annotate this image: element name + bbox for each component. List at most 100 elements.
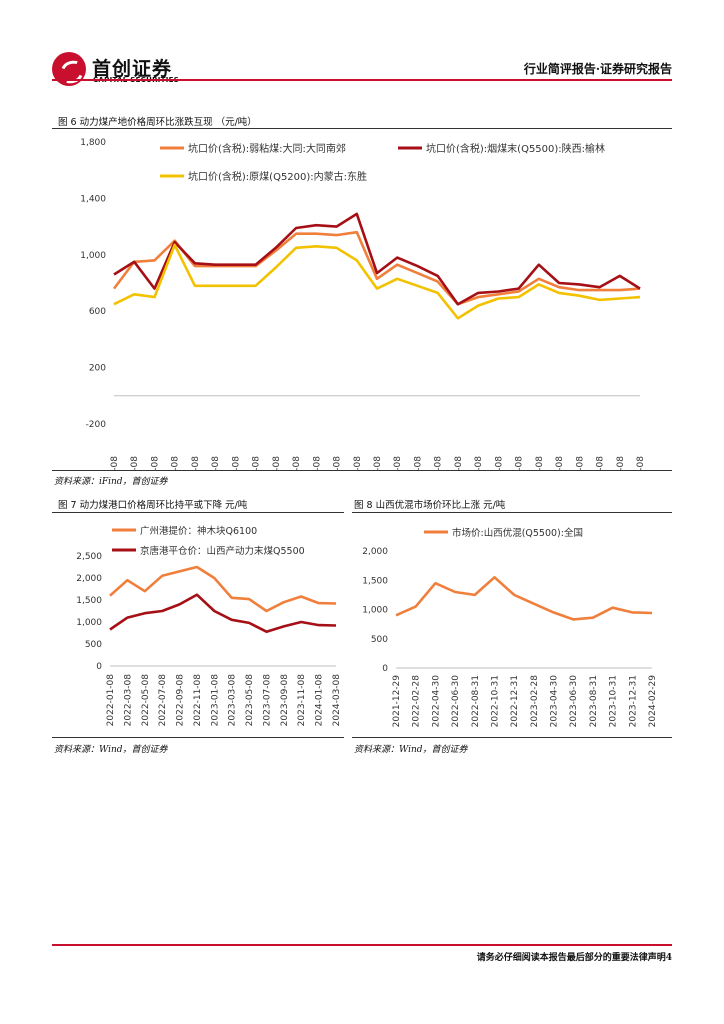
x-tick-label: 2023-12-31	[628, 675, 638, 727]
series-line	[109, 565, 337, 613]
x-tick-label: 2022-07-08	[231, 456, 241, 470]
x-tick-label: 2022-11-08	[193, 674, 203, 727]
x-tick-label: 2023-01-08	[210, 674, 220, 727]
legend-label: 京唐港平仓价：山西产动力末煤Q5500	[140, 545, 305, 557]
x-tick-label: 2024-01-08	[596, 456, 606, 470]
x-tick-label: 2022-02-08	[130, 456, 140, 470]
x-tick-label: 2022-01-08	[106, 674, 116, 727]
y-tick-label: 600	[89, 307, 106, 317]
x-tick-label: 2023-10-31	[609, 675, 619, 727]
y-tick-label: 1,000	[80, 251, 106, 261]
fig7-title: 图 7 动力煤港口价格周环比持平或下降 元/吨	[58, 500, 248, 511]
legend-label: 坑口价(含税):烟煤末(Q5500):陕西:榆林	[426, 142, 605, 155]
x-tick-label: 2023-09-08	[515, 456, 525, 470]
x-tick-label: 2023-04-30	[550, 675, 560, 728]
x-tick-label: 2022-06-08	[211, 456, 221, 470]
series-line	[109, 593, 337, 633]
x-tick-label: 2024-03-08	[636, 456, 646, 470]
x-tick-label: 2023-11-08	[555, 456, 565, 470]
fig7-source: 资料来源：Wind，首创证券	[54, 745, 168, 755]
y-tick-label: 500	[371, 635, 388, 645]
x-tick-label: 2024-02-08	[616, 456, 626, 470]
x-tick-label: 2022-06-30	[451, 675, 461, 728]
y-tick-label: 2,000	[76, 574, 102, 584]
x-tick-label: 2023-11-08	[297, 674, 307, 727]
x-tick-label: 2022-12-08	[333, 456, 343, 470]
x-tick-label: 2022-01-08	[110, 456, 120, 470]
x-tick-label: 2023-02-28	[530, 675, 540, 728]
fig6-chart: 1,800 1,400 1,000 600 200 -200 2022-01-08 2022-…	[80, 138, 646, 470]
x-tick-label: 2022-10-08	[292, 456, 302, 470]
x-tick-label: 2022-12-31	[510, 675, 520, 727]
y-tick-label: 1,400	[80, 194, 106, 204]
x-tick-label: 2024-01-08	[315, 674, 325, 727]
legend-label: 广州港提价：神木块Q6100	[140, 525, 257, 537]
fig6-bottom-rule	[52, 470, 672, 471]
y-tick-label: 1,500	[362, 576, 388, 586]
x-tick-label: 2023-05-08	[434, 456, 444, 470]
x-tick-label: 2022-05-08	[141, 674, 151, 727]
x-tick-label: 2023-08-08	[494, 456, 504, 470]
x-tick-label: 2023-07-08	[262, 674, 272, 727]
fig7-bottom-rule	[52, 737, 344, 738]
x-tick-label: 2024-03-08	[332, 674, 342, 727]
series-line	[395, 575, 653, 621]
series-line	[112, 230, 641, 306]
footer-rule	[52, 944, 672, 946]
fig6-top-rule	[52, 128, 672, 129]
y-tick-label: 0	[382, 664, 388, 674]
company-name-cn: 首创证券	[92, 58, 173, 80]
y-tick-label: 2,500	[76, 552, 102, 562]
fig8-bottom-rule	[352, 737, 672, 738]
y-tick-label: -200	[86, 420, 107, 430]
x-tick-label: 2023-04-08	[413, 456, 423, 470]
x-tick-label: 2022-02-28	[412, 675, 422, 728]
fig8-chart: 2,000 1,500 1,000 500 0 2021-12-29 2022-02-28 2…	[362, 527, 658, 728]
x-tick-label: 2022-09-08	[272, 456, 282, 470]
x-tick-label: 2022-04-08	[171, 456, 181, 470]
legend-label: 坑口价(含税):原煤(Q5200):内蒙古:东胜	[188, 170, 367, 183]
y-tick-label: 2,000	[362, 547, 388, 557]
series-line	[113, 243, 641, 320]
fig6-source: 资料来源：iFind，首创证券	[54, 477, 168, 487]
x-tick-label: 2024-02-29	[648, 675, 658, 728]
x-tick-label: 2022-03-08	[123, 674, 133, 727]
y-tick-label: 200	[89, 364, 106, 374]
y-tick-label: 500	[85, 640, 102, 650]
y-tick-label: 1,500	[76, 596, 102, 606]
x-tick-label: 2022-10-31	[490, 675, 500, 727]
x-tick-label: 2023-05-08	[245, 674, 255, 727]
x-tick-label: 2022-08-08	[252, 456, 262, 470]
x-tick-label: 2023-06-30	[569, 675, 579, 728]
header-rule	[52, 79, 672, 81]
report-type: 行业简评报告·证券研究报告	[523, 62, 672, 76]
x-tick-label: 2022-11-08	[312, 456, 322, 470]
fig6-title: 图 6 动力煤产地价格周环比涨跌互现 （元/吨）	[58, 117, 257, 128]
x-tick-label: 2023-03-08	[393, 456, 403, 470]
x-tick-label: 2023-10-08	[535, 456, 545, 470]
fig7-chart: 2,500 2,000 1,500 1,000 500 0 2022-01-08 2022-0…	[76, 525, 342, 727]
x-tick-label: 2022-04-30	[431, 675, 441, 728]
company-logo: 首创证券 CAPITAL SECURITIES	[52, 52, 202, 88]
x-tick-label: 2023-07-08	[474, 456, 484, 470]
x-tick-label: 2022-08-31	[471, 675, 481, 727]
fig8-top-rule	[352, 512, 672, 513]
x-tick-label: 2023-03-08	[228, 674, 238, 727]
y-tick-label: 1,000	[76, 618, 102, 628]
x-tick-label: 2023-12-08	[575, 456, 585, 470]
y-tick-label: 1,800	[80, 138, 106, 148]
fig8-source: 资料来源：Wind，首创证券	[354, 745, 468, 755]
y-tick-label: 1,000	[362, 606, 388, 616]
x-tick-label: 2023-06-08	[454, 456, 464, 470]
x-tick-label: 2022-09-08	[176, 674, 186, 727]
legend-label: 市场价:山西优混(Q5500):全国	[452, 527, 583, 539]
x-tick-label: 2023-09-08	[280, 674, 290, 727]
fig7-top-rule	[52, 512, 344, 513]
series-line	[113, 212, 641, 306]
x-tick-label: 2022-07-08	[158, 674, 168, 727]
x-tick-label: 2023-08-31	[589, 675, 599, 727]
fig8-title: 图 8 山西优混市场价环比上涨 元/吨	[354, 500, 506, 511]
x-tick-label: 2023-02-08	[373, 456, 383, 470]
legend-label: 坑口价(含税):弱粘煤:大同:大同南郊	[188, 142, 346, 155]
x-tick-label: 2023-01-08	[353, 456, 363, 470]
